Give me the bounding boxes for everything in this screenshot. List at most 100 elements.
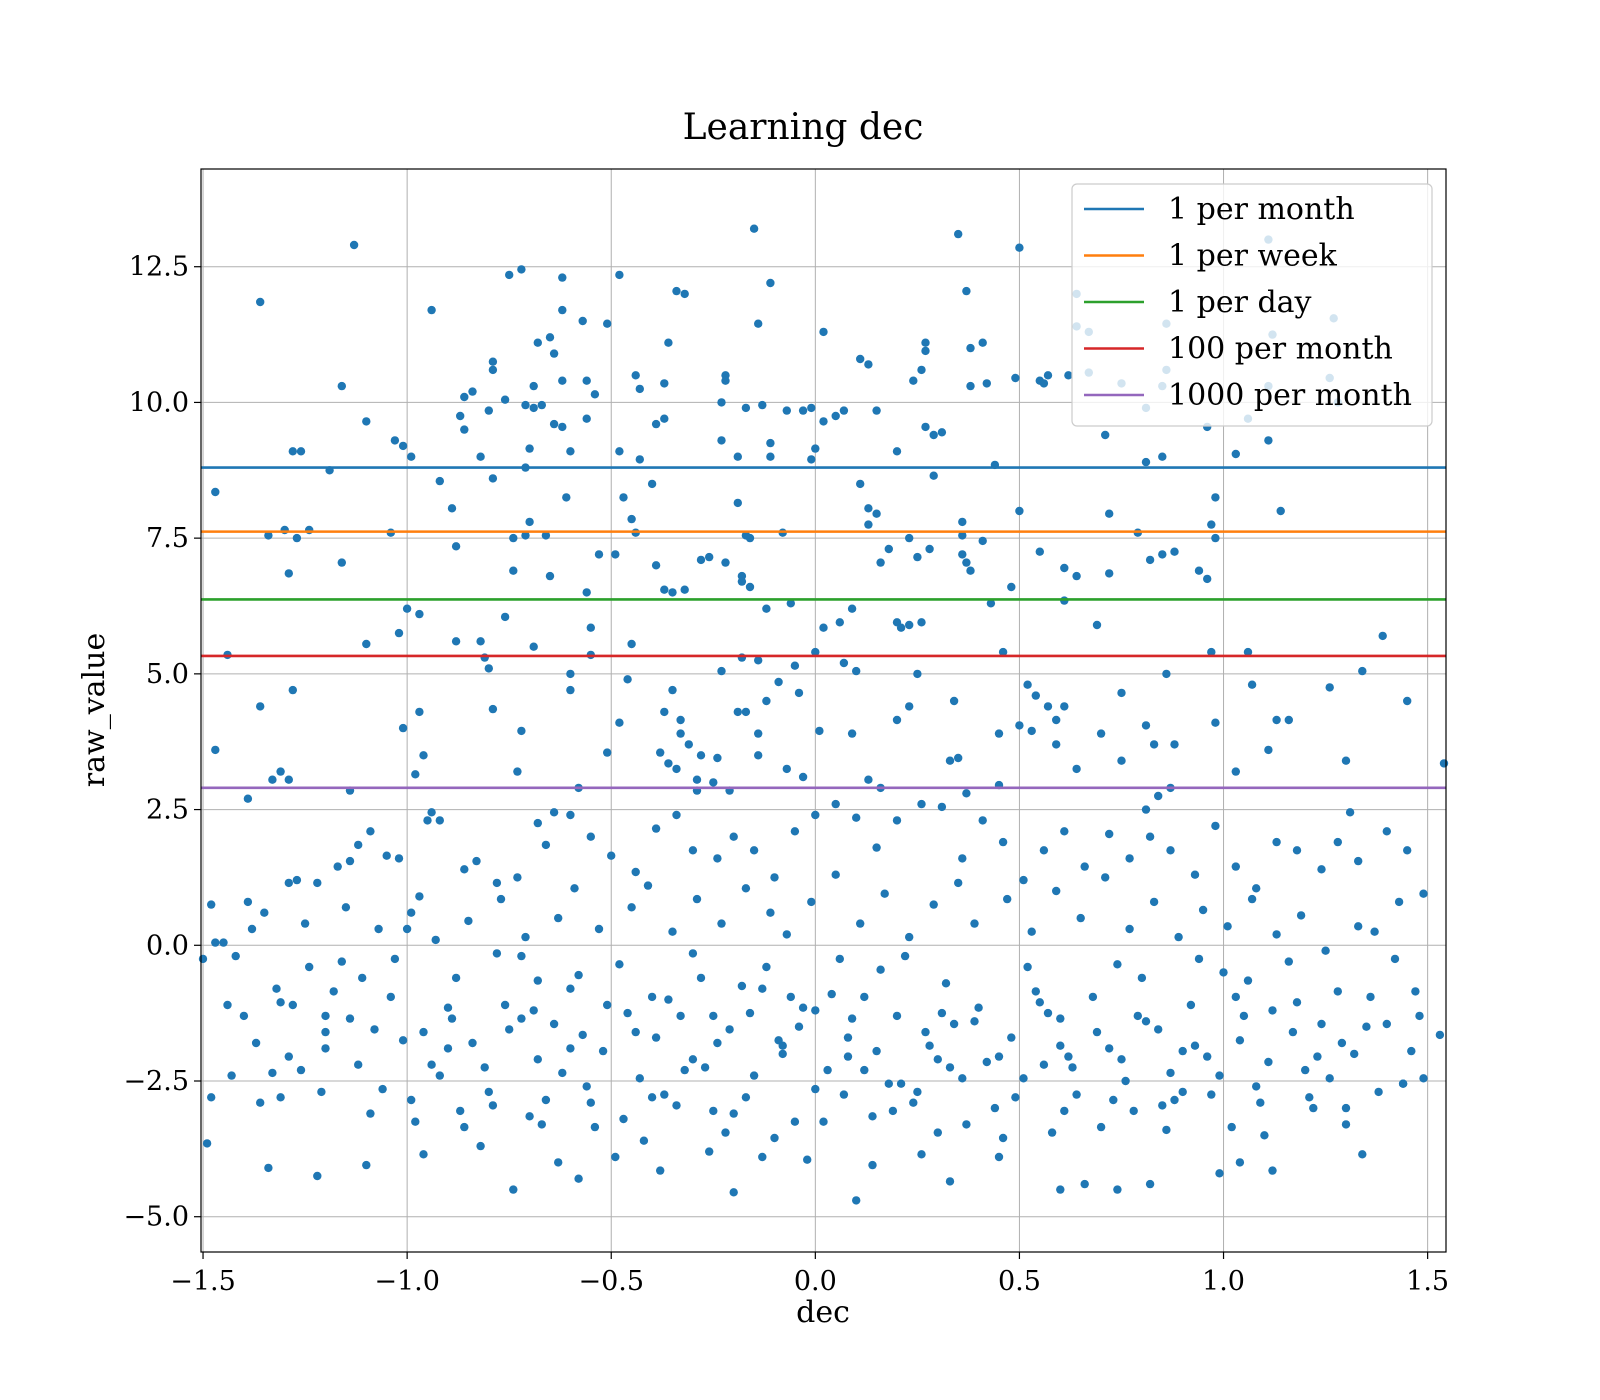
data-point: [1358, 666, 1367, 676]
data-point: [917, 1150, 926, 1159]
data-point: [1060, 827, 1069, 836]
data-point: [447, 1014, 457, 1023]
data-point: [672, 810, 681, 820]
legend-label: 1 per day: [1168, 285, 1312, 320]
data-point: [345, 856, 355, 866]
data-point: [1080, 1179, 1089, 1189]
data-point: [570, 884, 579, 893]
legend: 1 per month 1 per week 1 per day 100 per mo…: [1071, 183, 1433, 427]
data-point: [913, 669, 922, 679]
data-point: [549, 419, 559, 429]
data-point: [1060, 1106, 1069, 1116]
data-point: [619, 493, 628, 502]
data-point: [1149, 740, 1159, 749]
data-point: [1341, 1103, 1351, 1113]
data-point: [284, 1052, 293, 1061]
data-point: [660, 1090, 669, 1099]
data-point: [1435, 1030, 1445, 1040]
data-point: [619, 1114, 628, 1124]
data-point: [974, 1003, 983, 1012]
data-point: [729, 1109, 738, 1118]
data-point: [554, 1158, 563, 1167]
data-point: [1056, 1014, 1065, 1023]
data-point: [292, 875, 302, 885]
data-point: [1198, 905, 1208, 915]
data-point: [1023, 962, 1032, 972]
data-point: [917, 618, 926, 627]
data-point: [337, 558, 346, 567]
data-point: [1203, 574, 1212, 584]
data-point: [1007, 582, 1016, 592]
data-point: [1354, 922, 1363, 931]
data-point: [321, 1011, 330, 1021]
data-point: [978, 816, 987, 825]
data-point: [651, 1033, 661, 1042]
data-point: [1284, 715, 1294, 725]
data-point: [958, 531, 967, 540]
data-point: [427, 1060, 436, 1069]
data-point: [1350, 1049, 1359, 1059]
data-point: [1166, 1068, 1175, 1078]
data-point: [819, 417, 828, 426]
data-point: [554, 913, 563, 923]
data-point: [1211, 533, 1220, 543]
axis-ticks: −1.5 −1.0 −0.5 0.0 0.5 1.0 1.5 −5.0 −2.5 0.0 2.5 5.…: [123, 252, 1449, 1297]
data-point: [954, 878, 963, 888]
data-point: [1223, 922, 1232, 931]
data-point: [872, 509, 881, 518]
data-point: [962, 789, 971, 798]
data-point: [1341, 1120, 1351, 1129]
data-point: [211, 938, 220, 947]
data-point: [1243, 976, 1253, 985]
y-tick-label: 2.5: [146, 795, 189, 826]
data-point: [296, 447, 306, 456]
plot-frame: [200, 168, 1447, 1253]
data-point: [460, 425, 469, 434]
data-point: [1247, 680, 1257, 689]
data-point: [521, 531, 530, 540]
y-tick-label: 12.5: [129, 252, 189, 283]
data-point: [1190, 1041, 1200, 1050]
data-point: [1235, 1036, 1245, 1045]
data-point: [1072, 571, 1081, 581]
data-point: [1321, 946, 1330, 955]
data-point: [921, 1027, 930, 1037]
data-point: [1137, 973, 1147, 983]
data-point: [762, 962, 771, 972]
data-point: [688, 949, 698, 958]
y-tick-label: −5.0: [123, 1202, 189, 1233]
data-point: [1088, 992, 1098, 1002]
data-point: [394, 854, 404, 863]
data-point: [398, 441, 408, 451]
data-point: [1125, 924, 1134, 934]
data-point: [876, 965, 885, 974]
data-point: [872, 843, 881, 852]
data-point: [586, 623, 595, 632]
data-point: [321, 1044, 330, 1053]
data-point: [754, 319, 763, 328]
data-point: [574, 1174, 583, 1183]
data-point: [811, 810, 820, 820]
data-point: [1337, 1038, 1347, 1048]
data-point: [733, 452, 742, 461]
data-point: [1231, 767, 1241, 776]
data-point: [451, 973, 461, 983]
data-point: [839, 1090, 849, 1099]
data-point: [1227, 1122, 1236, 1132]
x-tick-label: −1.0: [374, 1266, 440, 1297]
data-point: [1207, 520, 1216, 529]
data-point: [998, 1133, 1008, 1143]
data-point: [264, 1163, 273, 1173]
data-point: [1096, 1122, 1106, 1132]
data-point: [443, 1044, 453, 1053]
data-point: [1064, 371, 1073, 380]
data-point: [578, 1030, 587, 1040]
data-point: [1207, 647, 1216, 657]
data-point: [1186, 1000, 1196, 1010]
data-point: [937, 1008, 947, 1018]
data-point: [341, 903, 351, 912]
data-point: [762, 696, 771, 706]
data-point: [892, 816, 902, 825]
data-point: [337, 381, 346, 391]
data-point: [1390, 954, 1400, 964]
